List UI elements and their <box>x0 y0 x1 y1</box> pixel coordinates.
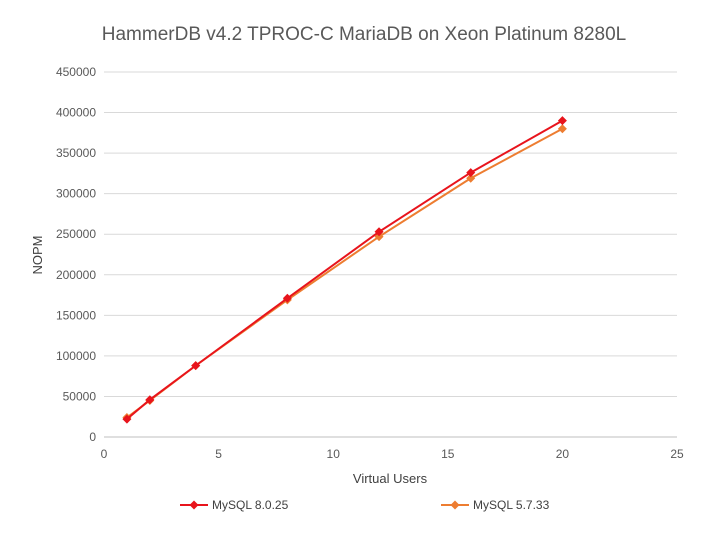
data-point <box>557 116 567 126</box>
data-point <box>466 173 476 183</box>
data-point <box>191 361 201 371</box>
chart-title: HammerDB v4.2 TPROC-C MariaDB on Xeon Pl… <box>102 24 626 45</box>
data-point <box>145 395 155 405</box>
y-axis-title: NOPM <box>30 236 45 275</box>
legend-item: MySQL 8.0.25 <box>180 498 289 512</box>
y-tick-label: 0 <box>89 430 96 444</box>
data-point <box>466 168 476 178</box>
y-tick-label: 450000 <box>56 65 96 79</box>
legend-label: MySQL 5.7.33 <box>473 498 550 512</box>
y-tick-label: 100000 <box>56 349 96 363</box>
series-layer <box>122 116 567 424</box>
x-tick-label: 15 <box>441 447 455 461</box>
series-line <box>126 127 563 419</box>
y-tick-label: 200000 <box>56 268 96 282</box>
data-point <box>374 227 384 237</box>
data-point <box>122 414 132 424</box>
x-tick-label: 0 <box>101 447 108 461</box>
legend-marker <box>189 500 199 510</box>
x-tick-label: 5 <box>215 447 222 461</box>
gridlines <box>104 71 677 397</box>
axes: 0 50000 100000 150000 200000 250000 300000 3500… <box>56 65 684 461</box>
x-tick-label: 10 <box>327 447 341 461</box>
x-tick-label: 25 <box>670 447 684 461</box>
x-axis-title: Virtual Users <box>353 471 428 486</box>
y-tick-label: 300000 <box>56 187 96 201</box>
y-tick-label: 400000 <box>56 106 96 120</box>
legend-item: MySQL 5.7.33 <box>441 498 550 512</box>
data-point <box>282 293 292 303</box>
series-line <box>126 119 563 420</box>
data-point <box>557 124 567 134</box>
legend-marker <box>450 500 460 510</box>
legend-label: MySQL 8.0.25 <box>212 498 289 512</box>
x-tick-label: 20 <box>556 447 570 461</box>
y-tick-label: 50000 <box>63 389 97 403</box>
y-tick-label: 150000 <box>56 308 96 322</box>
y-tick-label: 250000 <box>56 227 96 241</box>
y-tick-label: 350000 <box>56 146 96 160</box>
legend: MySQL 8.0.25 MySQL 5.7.33 <box>180 498 550 512</box>
